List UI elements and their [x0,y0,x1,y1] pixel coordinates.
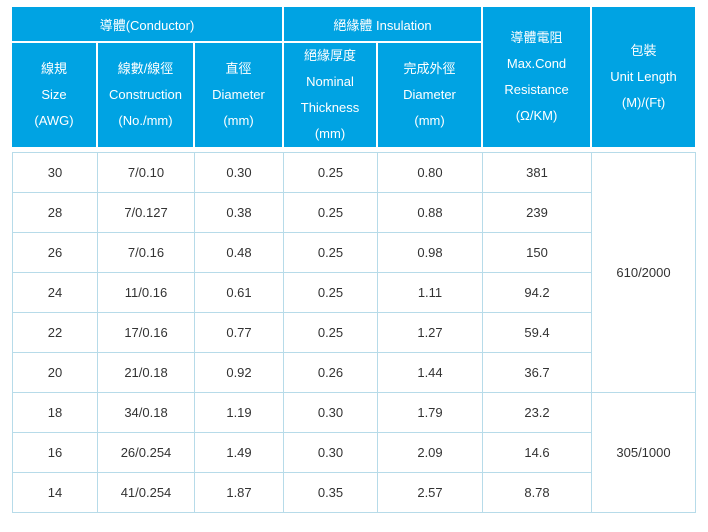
cell-diameter: 0.48 [194,232,284,273]
cell-resistance: 36.7 [482,352,592,393]
cell-size: 20 [12,352,98,393]
cell-size: 16 [12,432,98,473]
cell-size: 28 [12,192,98,233]
cell-resistance: 23.2 [482,392,592,433]
header-resistance: 導體電阻 Max.Cond Resistance (Ω/KM) [481,7,593,149]
cell-diameter: 0.92 [194,352,284,393]
cell-size: 30 [12,152,98,193]
cell-size: 26 [12,232,98,273]
cell-resistance: 94.2 [482,272,592,313]
cell-construction: 7/0.10 [97,152,195,193]
cell-construction: 17/0.16 [97,312,195,353]
table-row: 22 17/0.16 0.77 0.25 1.27 59.4 [12,312,696,353]
table-row: 18 34/0.18 1.19 0.30 1.79 23.2 305/1000 [12,392,696,513]
cell-diameter: 1.87 [194,472,284,513]
cell-diameter: 0.61 [194,272,284,313]
cell-outer-diameter: 1.44 [377,352,483,393]
cell-thickness: 0.30 [283,432,378,473]
header-outer-diameter: 完成外徑 Diameter (mm) [376,41,484,149]
cell-resistance: 381 [482,152,592,193]
cell-diameter: 0.77 [194,312,284,353]
cell-construction: 34/0.18 [97,392,195,433]
table-row: 20 21/0.18 0.92 0.26 1.44 36.7 [12,352,696,393]
cell-unit-length: 610/2000 [591,152,696,393]
cell-size: 18 [12,392,98,433]
cell-construction: 7/0.16 [97,232,195,273]
header-size: 線規 Size (AWG) [12,41,98,149]
cell-outer-diameter: 1.79 [377,392,483,433]
table-row: 28 7/0.127 0.38 0.25 0.88 239 [12,192,696,233]
cell-resistance: 59.4 [482,312,592,353]
cell-thickness: 0.30 [283,392,378,433]
header-insulation-group: 絕緣體 Insulation [282,7,484,43]
cell-thickness: 0.25 [283,192,378,233]
spec-table-header: 導體(Conductor) 絕緣體 Insulation 導體電阻 Max.Con… [12,7,696,149]
header-conductor-group: 導體(Conductor) [12,7,285,43]
header-thickness: 絕緣厚度 Nominal Thickness (mm) [282,41,379,149]
cell-thickness: 0.25 [283,272,378,313]
cell-thickness: 0.25 [283,232,378,273]
table-row: 16 26/0.254 1.49 0.30 2.09 14.6 [12,432,696,473]
header-diameter: 直徑 Diameter (mm) [192,41,285,149]
header-unit-length: 包裝 Unit Length (M)/(Ft) [590,7,696,149]
cell-size: 14 [12,472,98,513]
table-row: 14 41/0.254 1.87 0.35 2.57 8.78 [12,472,696,513]
spec-table-body: 30 7/0.10 0.30 0.25 0.80 381 610/2000 28… [12,152,696,513]
table-row: 26 7/0.16 0.48 0.25 0.98 150 [12,232,696,273]
cell-diameter: 0.38 [194,192,284,233]
cell-outer-diameter: 0.80 [377,152,483,193]
cell-construction: 21/0.18 [97,352,195,393]
cell-outer-diameter: 1.27 [377,312,483,353]
cell-construction: 26/0.254 [97,432,195,473]
wire-spec-table: 導體(Conductor) 絕緣體 Insulation 導體電阻 Max.Con… [12,7,696,513]
cell-size: 24 [12,272,98,313]
cell-resistance: 150 [482,232,592,273]
cell-thickness: 0.26 [283,352,378,393]
cell-resistance: 14.6 [482,432,592,473]
cell-unit-length: 305/1000 [591,392,696,513]
cell-thickness: 0.35 [283,472,378,513]
cell-diameter: 1.19 [194,392,284,433]
cell-resistance: 239 [482,192,592,233]
cell-thickness: 0.25 [283,312,378,353]
cell-size: 22 [12,312,98,353]
cell-construction: 41/0.254 [97,472,195,513]
cell-diameter: 1.49 [194,432,284,473]
cell-outer-diameter: 0.98 [377,232,483,273]
cell-outer-diameter: 2.57 [377,472,483,513]
cell-construction: 11/0.16 [97,272,195,313]
cell-resistance: 8.78 [482,472,592,513]
cell-construction: 7/0.127 [97,192,195,233]
header-construction: 線數/線徑 Construction (No./mm) [96,41,195,149]
table-row: 30 7/0.10 0.30 0.25 0.80 381 610/2000 [12,152,696,393]
cell-outer-diameter: 2.09 [377,432,483,473]
cell-thickness: 0.25 [283,152,378,193]
cell-outer-diameter: 1.11 [377,272,483,313]
cell-outer-diameter: 0.88 [377,192,483,233]
table-row: 24 11/0.16 0.61 0.25 1.11 94.2 [12,272,696,313]
cell-diameter: 0.30 [194,152,284,193]
